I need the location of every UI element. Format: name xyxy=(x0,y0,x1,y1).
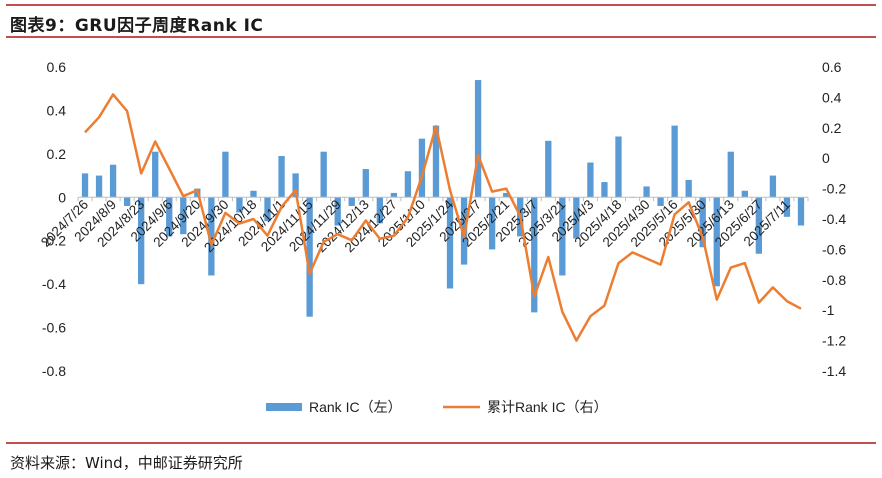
rank-ic-bar xyxy=(488,197,496,250)
header-rule-bottom xyxy=(6,36,876,38)
rank-ic-bar xyxy=(306,197,313,317)
rank-ic-bar xyxy=(559,197,566,276)
rank-ic-bar xyxy=(474,80,482,198)
rank-ic-bar xyxy=(334,197,341,226)
right-tick-label: 0.4 xyxy=(822,89,842,105)
rank-ic-bar xyxy=(657,197,664,206)
rank-ic-bar xyxy=(545,140,552,198)
rank-ic-bars xyxy=(81,80,805,317)
rank-ic-bar xyxy=(166,197,173,237)
rank-ic-chart: 0.6 0.4 0.2 0 -0.2 -0.4 -0.6 -0.8 0.6 0.4 0.2 0 -0.… xyxy=(38,59,846,415)
rank-ic-bar xyxy=(236,197,243,213)
right-axis: 0.6 0.4 0.2 0 -0.2 -0.4 -0.6 -0.8 -1 -1.2 -1.4 xyxy=(822,59,846,379)
right-tick-label: 0.2 xyxy=(822,120,842,136)
legend: Rank IC（左） 累计Rank IC（右） xyxy=(266,399,608,415)
rank-ic-bar xyxy=(573,197,580,239)
left-tick-label: 0 xyxy=(58,189,66,205)
left-tick-label: -0.6 xyxy=(42,320,66,336)
rank-ic-bar xyxy=(531,197,538,313)
rank-ic-bar xyxy=(741,190,748,198)
left-axis: 0.6 0.4 0.2 0 -0.2 -0.4 -0.6 -0.8 xyxy=(42,59,66,379)
rank-ic-bar xyxy=(95,175,103,198)
right-tick-label: -1 xyxy=(822,302,835,318)
legend-line-label: 累计Rank IC（右） xyxy=(487,399,608,415)
rank-ic-bar xyxy=(404,171,412,198)
rank-ic-bar xyxy=(601,182,608,198)
left-tick-label: 0.6 xyxy=(47,59,67,75)
rank-ic-bar xyxy=(587,162,594,198)
rank-ic-bar xyxy=(769,175,777,198)
legend-bar-swatch xyxy=(266,403,302,411)
rank-ic-bar xyxy=(320,151,327,198)
header-rule-top xyxy=(6,4,876,6)
rank-ic-bar xyxy=(81,173,89,198)
rank-ic-bar xyxy=(362,169,369,198)
rank-ic-bar xyxy=(446,197,454,289)
rank-ic-bar xyxy=(671,125,678,198)
left-tick-label: 0.2 xyxy=(47,146,67,162)
rank-ic-bar xyxy=(348,197,355,206)
figure-title: 图表9：GRU因子周度Rank IC xyxy=(10,16,264,36)
right-tick-label: -1.2 xyxy=(822,333,846,349)
rank-ic-bar xyxy=(503,192,510,198)
right-tick-label: -0.8 xyxy=(822,272,846,288)
rank-ic-bar xyxy=(292,173,299,198)
rank-ic-bar xyxy=(643,186,650,198)
right-tick-label: 0 xyxy=(822,150,830,166)
rank-ic-bar xyxy=(432,125,440,198)
rank-ic-bar xyxy=(123,197,131,206)
rank-ic-bar xyxy=(797,197,805,226)
rank-ic-bar xyxy=(180,197,187,235)
right-tick-label: 0.6 xyxy=(822,59,842,75)
footer-rule xyxy=(6,442,876,444)
left-tick-label: 0.4 xyxy=(47,102,67,118)
rank-ic-bar xyxy=(152,151,159,198)
rank-ic-bar xyxy=(783,197,791,217)
left-tick-label: -0.4 xyxy=(42,276,66,292)
rank-ic-bar xyxy=(390,192,398,198)
rank-ic-bar xyxy=(685,179,692,198)
rank-ic-bar xyxy=(208,197,215,276)
right-tick-label: -1.4 xyxy=(822,363,846,379)
right-tick-label: -0.4 xyxy=(822,211,846,227)
rank-ic-bar xyxy=(727,151,734,198)
rank-ic-bar xyxy=(418,138,426,198)
right-tick-label: -0.2 xyxy=(822,181,846,197)
rank-ic-bar xyxy=(713,197,720,287)
rank-ic-bar xyxy=(138,197,145,285)
source-note: 资料来源：Wind，中邮证券研究所 xyxy=(10,454,243,472)
rank-ic-bar xyxy=(109,164,117,198)
rank-ic-bar xyxy=(755,197,763,254)
rank-ic-bar xyxy=(222,151,229,198)
left-tick-label: -0.8 xyxy=(42,363,66,379)
rank-ic-bar xyxy=(264,197,271,222)
legend-bar-label: Rank IC（左） xyxy=(309,399,402,415)
rank-ic-bar xyxy=(615,136,622,198)
cumulative-rank-ic-line xyxy=(84,93,802,342)
rank-ic-bar xyxy=(699,197,706,248)
left-tick-label: -0.2 xyxy=(42,233,66,249)
rank-ic-bar xyxy=(376,197,383,224)
x-tick-labels: 2024/7/262024/8/92024/8/232024/9/62024/9… xyxy=(38,196,809,255)
right-tick-label: -0.6 xyxy=(822,241,846,257)
rank-ic-bar xyxy=(278,156,285,198)
rank-ic-bar xyxy=(250,190,257,198)
